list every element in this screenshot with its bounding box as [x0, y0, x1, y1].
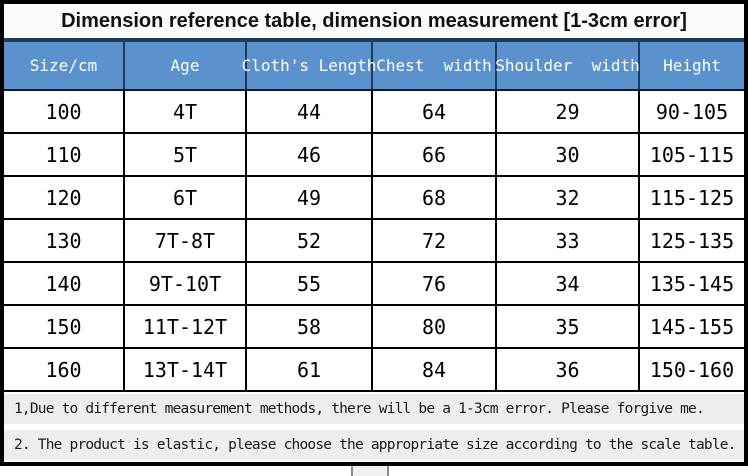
table-cell: 66 [373, 134, 497, 175]
table-cell: 76 [373, 263, 497, 304]
table-cell: 30 [497, 134, 640, 175]
table-cell: 55 [247, 263, 373, 304]
table-row: 140 9T-10T 55 76 34 135-145 [4, 263, 744, 306]
table-bottom-border [0, 462, 748, 466]
table-cell: 100 [4, 91, 125, 132]
table-body: 100 4T 44 64 29 90-105 110 5T 46 66 30 105-115 120 6T… [4, 91, 744, 392]
cropped-next-row-remnant [351, 466, 389, 476]
table-cell: 33 [497, 220, 640, 261]
table-cell: 29 [497, 91, 640, 132]
table-cell: 105-115 [649, 142, 735, 167]
table-row: 110 5T 46 66 30 105-115 [4, 134, 744, 177]
header-cell-3: Chest width [373, 42, 497, 89]
table-cell: 44 [247, 91, 373, 132]
header-cell-4: Shoulder width [495, 42, 640, 89]
page-title: Dimension reference table, dimension mea… [4, 4, 744, 38]
table-cell: 52 [247, 220, 373, 261]
table-cell: 34 [497, 263, 640, 304]
table-cell: 150 [4, 306, 125, 347]
table-cell: 90-105 [655, 99, 729, 124]
table-cell: 140 [4, 263, 125, 304]
table-cell: 13T-14T [125, 349, 247, 390]
table-cell: 160 [4, 349, 125, 390]
table-cell: 46 [247, 134, 373, 175]
page-title-text: Dimension reference table, dimension mea… [61, 9, 687, 32]
header-cell-1: Age [125, 42, 247, 89]
table-cell: 32 [497, 177, 640, 218]
table-cell: 115-125 [649, 185, 735, 210]
table-cell: 72 [373, 220, 497, 261]
table-cell: 135-145 [649, 271, 735, 296]
table-row: 120 6T 49 68 32 115-125 [4, 177, 744, 220]
table-row: 160 13T-14T 61 84 36 150-160 [4, 349, 744, 392]
table-cell: 150-160 [649, 357, 735, 382]
table-row: 150 11T-12T 58 80 35 145-155 [4, 306, 744, 349]
table-header-row: Size/cm Age Cloth's Length Chest width Shoul… [4, 42, 744, 89]
table-cell: 11T-12T [125, 306, 247, 347]
header-divider [4, 89, 744, 91]
table-cell: 5T [125, 134, 247, 175]
title-divider [4, 38, 744, 42]
table-cell: 130 [4, 220, 125, 261]
table-cell: 49 [247, 177, 373, 218]
footnote-text: 2. The product is elastic, please choose… [14, 437, 736, 453]
table-cell: 7T-8T [125, 220, 247, 261]
footnotes: 1,Due to different measurement methods, … [4, 392, 744, 462]
footnote-text: 1,Due to different measurement methods, … [14, 401, 705, 417]
table-cell: 145-155 [649, 314, 735, 339]
table-cell: 36 [497, 349, 640, 390]
table-cell: 9T-10T [125, 263, 247, 304]
table-cell: 35 [497, 306, 640, 347]
header-cell-5: Height [663, 56, 721, 75]
table-cell: 120 [4, 177, 125, 218]
table-cell: 125-135 [649, 228, 735, 253]
header-cell-0: Size/cm [4, 42, 125, 89]
table-row: 130 7T-8T 52 72 33 125-135 [4, 220, 744, 263]
table-cell: 58 [247, 306, 373, 347]
footnote-line: 1,Due to different measurement methods, … [4, 394, 744, 424]
table-cell: 84 [373, 349, 497, 390]
table-cell: 4T [125, 91, 247, 132]
table-cell: 6T [125, 177, 247, 218]
table-cell: 110 [4, 134, 125, 175]
header-cell-2: Cloth's Length [242, 42, 376, 89]
table-cell: 80 [373, 306, 497, 347]
footnote-line: 2. The product is elastic, please choose… [4, 430, 744, 460]
table-row: 100 4T 44 64 29 90-105 [4, 91, 744, 134]
table-cell: 61 [247, 349, 373, 390]
table-cell: 64 [373, 91, 497, 132]
bottom-margin [0, 466, 748, 476]
table-cell: 68 [373, 177, 497, 218]
